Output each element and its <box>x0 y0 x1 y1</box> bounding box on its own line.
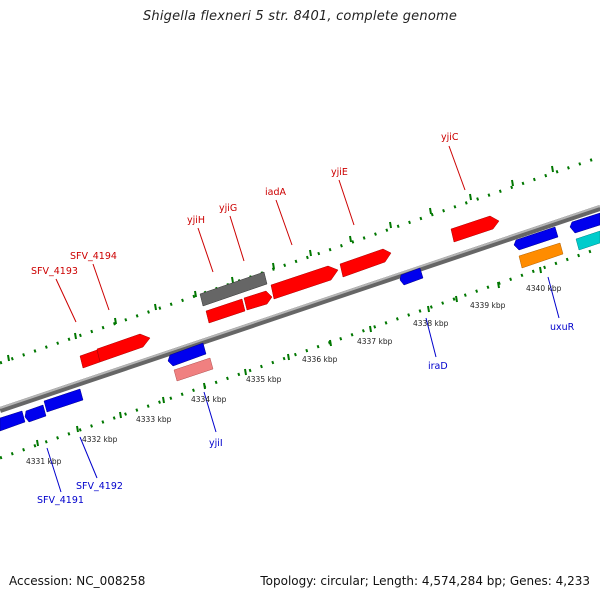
gene-blue-edge[interactable] <box>569 212 600 234</box>
reverse-leaders <box>46 276 560 493</box>
label-sfv-4191: SFV_4191 <box>37 495 84 506</box>
gene-iada[interactable] <box>270 265 339 300</box>
forward-dotted-track <box>0 155 600 365</box>
gene-sfv-4193[interactable] <box>79 349 101 369</box>
gene-sfv-4192[interactable] <box>24 404 47 423</box>
scale-4336: 4336 kbp <box>302 355 338 364</box>
gene-yjic[interactable] <box>450 215 500 243</box>
label-iada: iadA <box>265 187 286 198</box>
label-irad: iraD <box>428 361 448 372</box>
forward-genes <box>79 215 564 382</box>
genome-backbone <box>0 205 600 413</box>
label-yjih: yjiH <box>187 215 205 226</box>
gene-yjii[interactable] <box>167 342 207 367</box>
label-sfv-4194: SFV_4194 <box>70 251 117 262</box>
scale-4333: 4333 kbp <box>136 415 172 424</box>
reverse-dotted-track <box>0 246 600 460</box>
forward-leaders <box>55 145 466 323</box>
label-yjic: yjiC <box>441 132 459 143</box>
forward-labels: SFV_4193 SFV_4194 yjiH yjiG iadA yjiE yj… <box>31 132 459 277</box>
scale-4340: 4340 kbp <box>526 284 562 293</box>
gene-sfv-4191[interactable] <box>0 410 26 432</box>
gene-grey[interactable] <box>199 271 268 307</box>
label-sfv-4193: SFV_4193 <box>31 266 78 277</box>
label-yjii: yjiI <box>209 438 223 449</box>
label-sfv-4192: SFV_4192 <box>76 481 123 492</box>
scale-4331: 4331 kbp <box>26 457 62 466</box>
scale-4335: 4335 kbp <box>246 375 282 384</box>
gene-blue-3[interactable] <box>43 388 84 413</box>
gene-cyan[interactable] <box>575 230 600 251</box>
gene-yjie[interactable] <box>339 248 392 278</box>
scale-4338: 4338 kbp <box>413 319 449 328</box>
genome-summary-text: Topology: circular; Length: 4,574,284 bp… <box>260 574 590 588</box>
gene-yjih[interactable] <box>205 298 246 324</box>
label-yjie: yjiE <box>331 167 348 178</box>
map-title: Shigella flexneri 5 str. 8401, complete … <box>142 9 458 24</box>
gene-pink[interactable] <box>173 357 214 382</box>
label-yjig: yjiG <box>219 203 237 214</box>
major-ticks <box>7 165 554 447</box>
gene-uxur[interactable] <box>513 226 559 251</box>
scale-labels: 4331 kbp 4332 kbp 4333 kbp 4334 kbp 4335… <box>26 284 562 466</box>
scale-4337: 4337 kbp <box>357 337 393 346</box>
gene-yjig[interactable] <box>243 290 273 311</box>
scale-4332: 4332 kbp <box>82 435 118 444</box>
scale-4334: 4334 kbp <box>191 395 227 404</box>
reverse-labels: SFV_4191 SFV_4192 yjiI iraD uxuR <box>37 322 575 506</box>
gene-orange[interactable] <box>518 242 564 269</box>
gene-irad[interactable] <box>399 267 424 286</box>
label-uxur: uxuR <box>550 322 575 333</box>
accession-text: Accession: NC_008258 <box>9 574 146 588</box>
reverse-genes <box>0 212 600 432</box>
gene-sfv-4194[interactable] <box>96 333 151 363</box>
scale-4339: 4339 kbp <box>470 301 506 310</box>
